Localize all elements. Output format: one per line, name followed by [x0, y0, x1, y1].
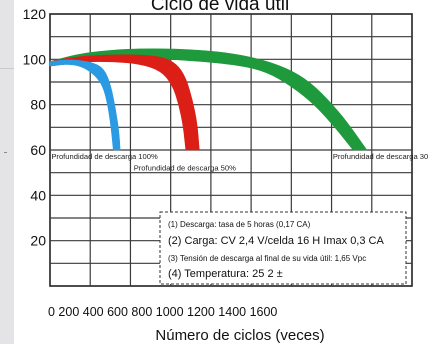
series-annotation: Profundidad de descarga 30%	[333, 152, 428, 161]
note-line: (2) Carga: CV 2,4 V/celda 16 H Imax 0,3 …	[168, 235, 384, 247]
side-strip	[0, 0, 14, 344]
y-tick-label: 60	[30, 142, 46, 158]
side-strip-divider	[0, 68, 14, 69]
x-tick-labels: 0 200 400 600 800 1000 1200 1400 1600	[48, 305, 277, 319]
note-line: (4) Temperatura: 25 2 ±	[168, 268, 283, 280]
side-strip-mark	[4, 152, 7, 153]
y-tick-label: 120	[23, 6, 47, 22]
series-annotation: Profundidad de descarga 50%	[134, 163, 236, 172]
y-tick-label: 80	[30, 97, 46, 113]
y-tick-label: 40	[30, 187, 46, 203]
x-axis-label: Número de ciclos (veces)	[155, 327, 324, 344]
note-line: (1) Descarga: tasa de 5 horas (0,17 CA)	[168, 220, 311, 229]
series-layer	[49, 48, 368, 151]
y-tick-label: 20	[30, 233, 46, 249]
annotation-layer: Profundidad de descarga 100% Profundidad …	[51, 152, 428, 172]
y-tick-label: 100	[23, 51, 47, 67]
notes-box: (1) Descarga: tasa de 5 horas (0,17 CA) (…	[159, 211, 407, 285]
series-annotation: Profundidad de descarga 100%	[51, 152, 158, 161]
axes: Ciclo de vida útil 0 200 400 600 800 100…	[23, 0, 325, 344]
note-line: (3) Tensión de descarga al final de su v…	[168, 254, 366, 263]
notes-box-frame	[159, 211, 407, 285]
series-band-3	[49, 59, 121, 151]
chart-title: Ciclo de vida útil	[151, 0, 289, 15]
series-band-2	[49, 54, 200, 151]
series-band-1	[49, 48, 368, 151]
